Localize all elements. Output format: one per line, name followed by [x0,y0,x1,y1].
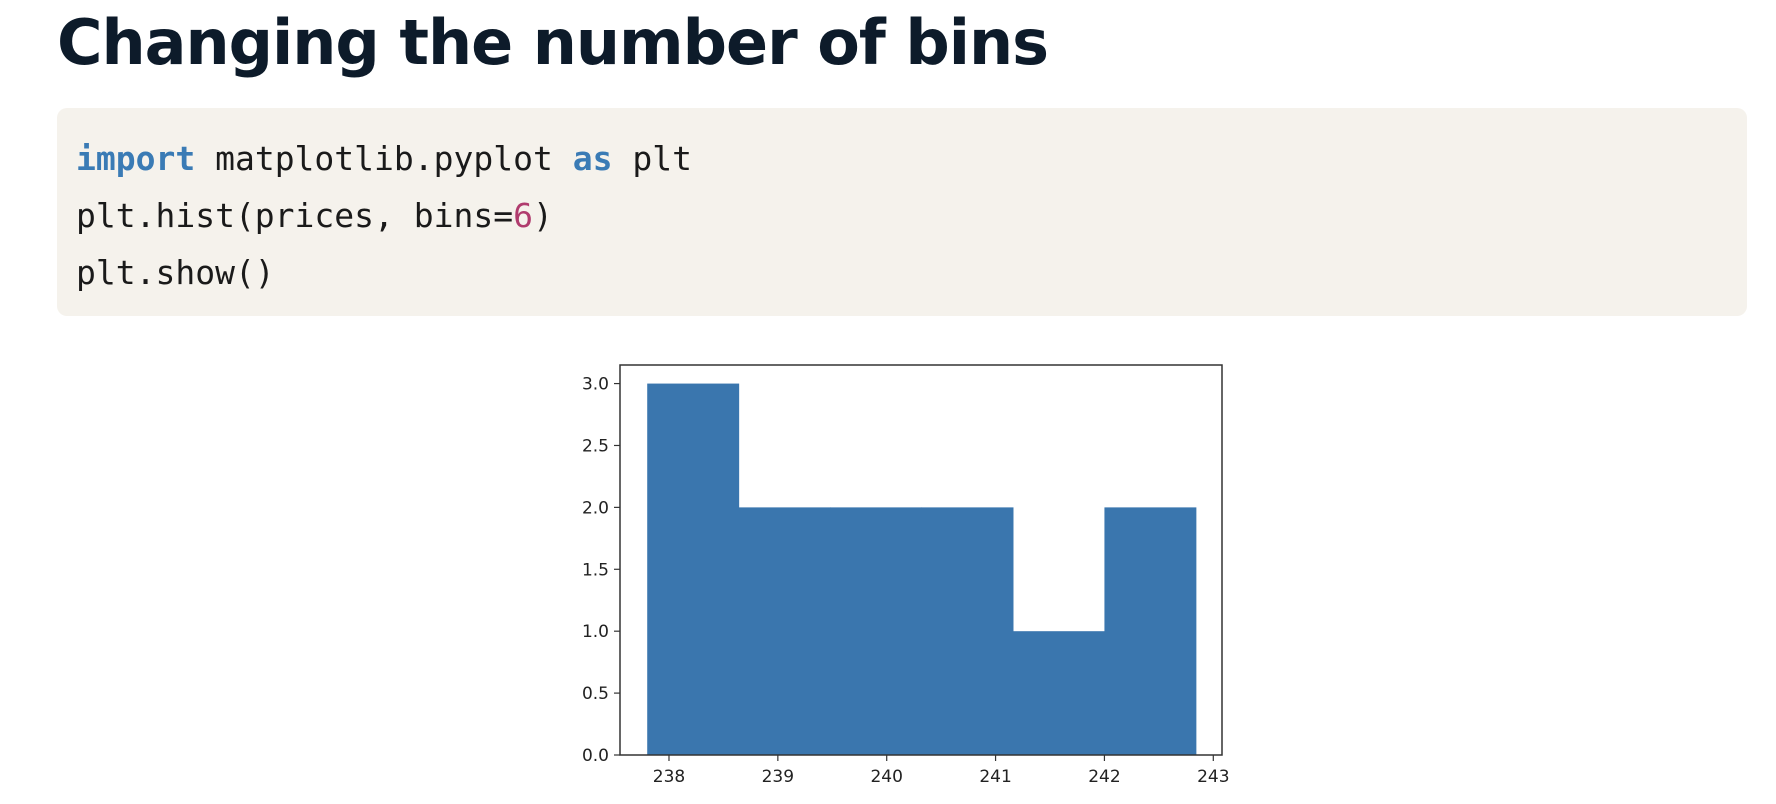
histogram-bars [647,383,1197,755]
x-tick-label: 242 [1088,767,1120,787]
y-tick-label: 1.0 [582,622,609,642]
y-tick-label: 3.0 [582,375,609,395]
x-tick-label: 238 [653,767,685,787]
histogram-bar [830,507,923,755]
histogram-bar [1104,507,1197,755]
histogram-svg: 0.0 0.5 1.0 1.5 2.0 2.5 3.0 238 239 240 241 242 243 [582,364,1230,787]
x-tick-label: 241 [979,767,1011,787]
y-tick-label: 0.0 [582,746,609,766]
x-tick-label: 240 [870,767,902,787]
histogram-bar [647,383,740,755]
y-axis: 0.0 0.5 1.0 1.5 2.0 2.5 3.0 [582,375,620,766]
x-tick-label: 239 [762,767,794,787]
histogram-bar [738,507,831,755]
code-token: ) [532,196,553,235]
x-axis: 238 239 240 241 242 243 [653,755,1230,787]
y-tick-label: 2.5 [582,436,609,456]
code-token: plt [612,139,692,178]
code-token: plt.hist(prices, bins= [76,196,514,235]
slide-title: Changing the number of bins [57,6,1049,79]
code-token: import [76,139,196,178]
y-tick-label: 0.5 [582,684,609,704]
code-token: as [572,139,613,178]
y-tick-label: 1.5 [582,560,609,580]
code-token: 6 [513,196,533,235]
histogram-bar [1012,631,1105,755]
code-token: plt.show() [76,253,275,292]
y-tick-label: 2.0 [582,498,609,518]
code-line-show: plt.show() [76,244,1747,301]
code-token: matplotlib.pyplot [195,139,573,178]
x-tick-label: 243 [1197,767,1229,787]
histogram-chart: 0.0 0.5 1.0 1.5 2.0 2.5 3.0 238 239 240 241 242 243 [0,340,1776,800]
code-block: import matplotlib.pyplot as plt plt.hist… [57,108,1747,316]
code-line-import: import matplotlib.pyplot as plt [76,130,1747,187]
histogram-bar [921,507,1014,755]
code-line-hist: plt.hist(prices, bins=6) [76,187,1747,244]
axes-frame [619,364,1223,756]
